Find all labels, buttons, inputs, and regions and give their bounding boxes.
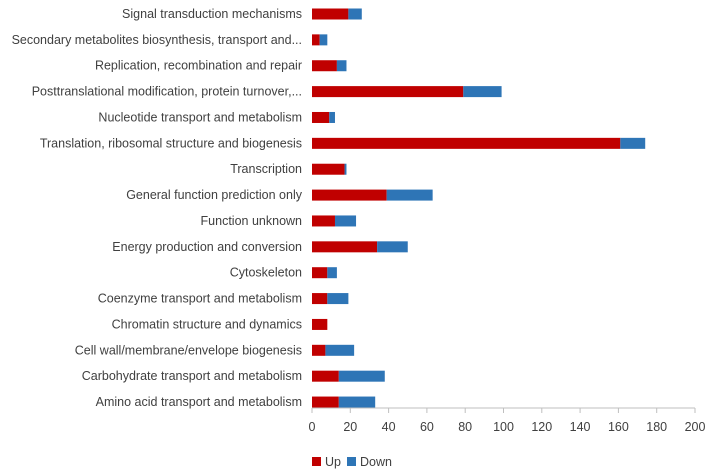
- bar-down: [334, 215, 357, 227]
- x-axis-ticks: 0 20 40 60 80 100 120 140 160 180 200: [309, 408, 706, 434]
- legend-label-up: Up: [325, 455, 341, 469]
- category-label: Chromatin structure and dynamics: [112, 317, 302, 331]
- bar-up: [312, 370, 339, 382]
- category-label: General function prediction only: [126, 188, 303, 202]
- category-label: Posttranslational modification, protein …: [32, 85, 302, 99]
- bar-up: [312, 267, 328, 279]
- x-tick-label: 160: [608, 420, 629, 434]
- category-label: Nucleotide transport and metabolism: [98, 110, 302, 124]
- x-tick-label: 120: [531, 420, 552, 434]
- bar-up: [312, 318, 328, 330]
- bars: [312, 8, 646, 408]
- bar-down: [620, 137, 646, 149]
- bar-up: [312, 241, 378, 253]
- bar-up: [312, 215, 335, 227]
- x-tick-label: 60: [420, 420, 434, 434]
- category-label: Translation, ribosomal structure and bio…: [40, 136, 302, 150]
- x-tick-label: 40: [382, 420, 396, 434]
- bar-down: [348, 8, 362, 20]
- bar-down: [336, 60, 347, 72]
- category-label: Signal transduction mechanisms: [122, 7, 302, 21]
- bar-up: [312, 34, 320, 46]
- bar-down: [338, 370, 385, 382]
- bar-down: [386, 189, 433, 201]
- bar-down: [344, 163, 347, 175]
- category-label: Function unknown: [201, 214, 303, 228]
- bar-down: [329, 111, 335, 123]
- category-label: Amino acid transport and metabolism: [96, 395, 302, 409]
- bar-up: [312, 189, 387, 201]
- bar-up: [312, 163, 345, 175]
- category-label: Carbohydrate transport and metabolism: [82, 369, 302, 383]
- category-label: Transcription: [230, 162, 302, 176]
- x-tick-label: 20: [343, 420, 357, 434]
- legend-label-down: Down: [360, 455, 392, 469]
- category-label: Secondary metabolites biosynthesis, tran…: [12, 33, 302, 47]
- bar-up: [312, 344, 326, 356]
- bar-up: [312, 86, 464, 98]
- x-tick-label: 0: [309, 420, 316, 434]
- bar-up: [312, 293, 328, 305]
- x-tick-label: 200: [685, 420, 706, 434]
- category-labels: Signal transduction mechanisms Secondary …: [12, 7, 303, 409]
- bar-up: [312, 8, 349, 20]
- bar-up: [312, 60, 337, 72]
- legend-swatch-down: [347, 457, 356, 466]
- category-label: Energy production and conversion: [112, 240, 302, 254]
- x-tick-label: 140: [570, 420, 591, 434]
- bar-up: [312, 137, 621, 149]
- x-tick-label: 100: [493, 420, 514, 434]
- category-label: Coenzyme transport and metabolism: [98, 292, 302, 306]
- category-label: Cytoskeleton: [230, 266, 302, 280]
- bar-up: [312, 111, 330, 123]
- category-label: Replication, recombination and repair: [95, 59, 302, 73]
- bar-down: [319, 34, 328, 46]
- bar-down: [325, 344, 355, 356]
- legend-swatch-up: [312, 457, 321, 466]
- bar-down: [327, 267, 337, 279]
- category-label: Cell wall/membrane/envelope biogenesis: [75, 343, 302, 357]
- x-tick-label: 80: [458, 420, 472, 434]
- x-tick-label: 180: [646, 420, 667, 434]
- legend: Up Down: [312, 455, 392, 469]
- bar-down: [463, 86, 502, 98]
- bar-down: [338, 396, 376, 408]
- bar-down: [327, 293, 349, 305]
- bar-up: [312, 396, 339, 408]
- bar-down: [377, 241, 408, 253]
